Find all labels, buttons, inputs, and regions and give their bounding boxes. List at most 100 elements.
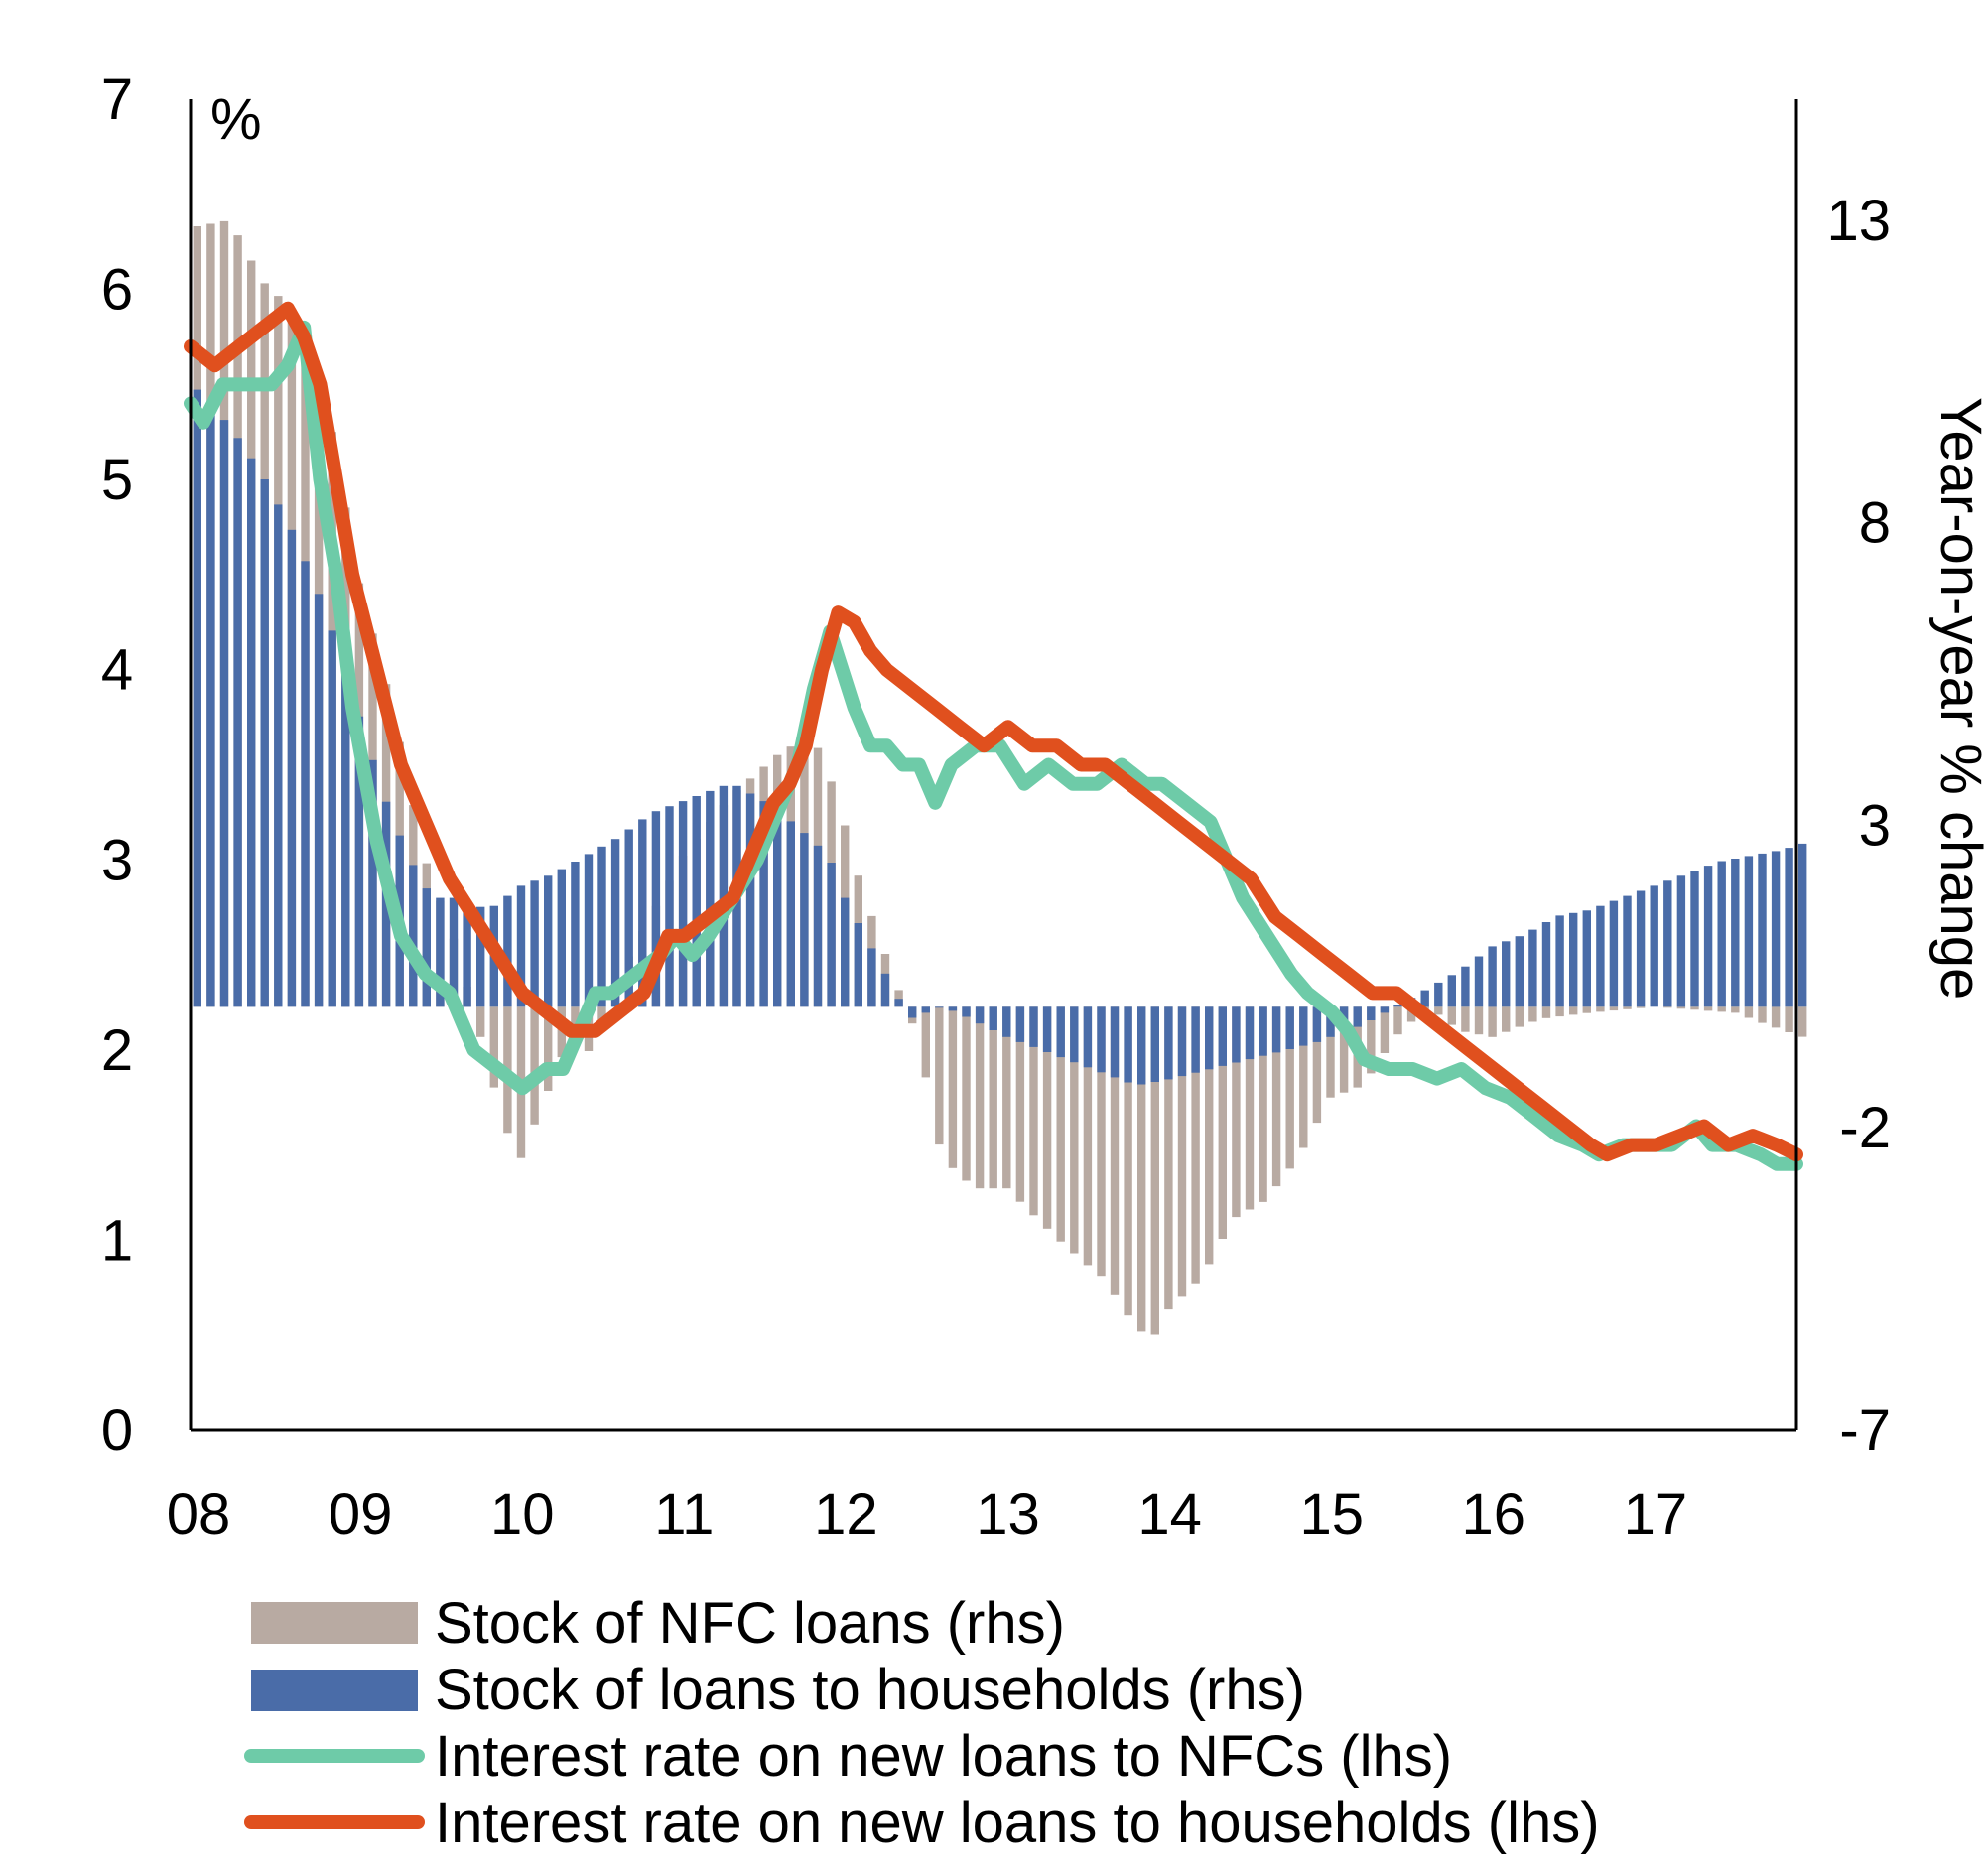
household-loans-bar	[1259, 1006, 1267, 1056]
household-loans-bar	[1271, 1006, 1281, 1053]
household-loans-bar	[1029, 1006, 1038, 1047]
nfc-loans-bar	[1312, 1006, 1322, 1124]
nfc-loans-bar	[1623, 1006, 1632, 1009]
nfc-loans-bar	[1070, 1006, 1079, 1254]
nfc-loans-bar	[1339, 1006, 1349, 1093]
household-loans-bar	[935, 1006, 944, 1008]
household-loans-bar	[1124, 1006, 1132, 1083]
nfc-loans-bar	[1703, 1006, 1713, 1011]
right-tick-label: 8	[1859, 491, 1891, 556]
left-tick-label: 4	[101, 638, 133, 703]
nfc-loans-bar	[1191, 1006, 1200, 1284]
x-tick-label: 08	[167, 1482, 231, 1546]
household-loans-bar	[584, 854, 594, 1007]
household-loans-bar	[314, 594, 324, 1007]
x-tick-label: 14	[1137, 1482, 1202, 1546]
household-loans-bar	[1367, 1006, 1376, 1020]
household-loans-bar	[1785, 848, 1793, 1007]
x-tick-label: 17	[1624, 1482, 1688, 1546]
household-loans-bar	[786, 821, 795, 1007]
nfc-loans-bar	[1083, 1006, 1093, 1266]
legend-swatch-nfc-loans	[251, 1602, 418, 1644]
household-loans-bar	[1137, 1006, 1146, 1085]
household-loans-bar	[1609, 900, 1619, 1007]
nfc-loans-bar	[1177, 1006, 1187, 1297]
household-loans-bar	[1717, 861, 1726, 1007]
right-axis-title: Year-on-year % change	[1928, 397, 1988, 1000]
x-tick-label: 15	[1299, 1482, 1364, 1546]
household-loans-bar	[975, 1006, 985, 1024]
nfc-loans-bar	[1245, 1006, 1255, 1210]
household-loans-bar	[1056, 1006, 1065, 1058]
household-loans-bar	[759, 801, 768, 1007]
nfc-loans-bar	[1029, 1006, 1038, 1216]
nfc-loans-bar	[1461, 1006, 1470, 1032]
nfc-loans-bar	[1771, 1006, 1781, 1028]
right-tick-label: 13	[1826, 189, 1891, 253]
household-loans-bar	[193, 389, 201, 1007]
household-loans-bar	[1245, 1006, 1255, 1060]
nfc-loans-bar	[1015, 1006, 1025, 1202]
left-tick-label: 2	[101, 1018, 133, 1083]
left-tick-label: 1	[101, 1208, 133, 1273]
nfc-loans-bar	[989, 1006, 997, 1189]
household-loans-bar	[301, 561, 310, 1007]
left-tick-label: 7	[101, 67, 133, 132]
household-loans-bar	[476, 906, 485, 1007]
household-loans-bar	[948, 1006, 958, 1011]
nfc-loans-bar	[1137, 1006, 1146, 1332]
nfc-loans-bar	[1002, 1006, 1011, 1189]
nfc-loans-bar	[1285, 1006, 1294, 1169]
household-loans-bar	[719, 785, 729, 1007]
household-loans-bar	[503, 895, 512, 1007]
household-loans-bar	[233, 438, 242, 1007]
nfc-loans-bar	[1690, 1006, 1699, 1010]
nfc-interest-rate-line	[184, 320, 1803, 1171]
nfc-loans-bar	[1299, 1006, 1308, 1148]
nfc-loans-bar	[1596, 1006, 1605, 1012]
household-loans-bar	[597, 846, 606, 1007]
interest-rate-lines	[184, 301, 1803, 1171]
household-loans-bar	[1110, 1006, 1120, 1078]
household-loans-bar	[1758, 853, 1767, 1007]
household-loans-bar	[1731, 859, 1740, 1007]
household-loans-bar	[841, 897, 850, 1007]
household-loans-bar	[247, 458, 256, 1007]
nfc-loans-bar	[1502, 1006, 1511, 1032]
household-loans-bar	[1097, 1006, 1106, 1073]
household-loans-bar	[1312, 1006, 1322, 1042]
left-tick-label: 0	[101, 1399, 133, 1463]
household-loans-bar	[638, 819, 647, 1007]
left-tick-label: 3	[101, 828, 133, 892]
household-loans-bar	[341, 673, 350, 1007]
nfc-loans-bars	[193, 220, 1807, 1335]
nfc-loans-bar	[1569, 1006, 1578, 1015]
household-loans-bar	[1623, 895, 1632, 1007]
nfc-loans-bar	[1447, 1006, 1456, 1025]
household-interest-rate-line	[184, 301, 1803, 1162]
nfc-loans-bar	[1515, 1006, 1524, 1027]
x-tick-label: 16	[1462, 1482, 1526, 1546]
household-loans-bar	[1042, 1006, 1052, 1052]
household-loans-bar	[436, 897, 445, 1007]
household-loans-bar	[1541, 922, 1551, 1007]
x-tick-label: 12	[814, 1482, 878, 1546]
household-loans-bar	[368, 759, 377, 1007]
nfc-loans-bar	[476, 1006, 485, 1037]
household-loans-bar	[1380, 1006, 1390, 1013]
household-loans-bar	[867, 948, 876, 1007]
household-loans-bar	[1474, 956, 1484, 1007]
household-loans-bar	[1164, 1006, 1173, 1080]
nfc-loans-bar	[1218, 1006, 1227, 1239]
nfc-loans-bar	[1758, 1006, 1767, 1023]
household-loans-bar	[800, 833, 809, 1007]
household-loans-bar	[651, 811, 661, 1007]
household-loans-bar	[665, 806, 674, 1007]
household-loans-bar	[1636, 890, 1646, 1007]
nfc-loans-bar	[1042, 1006, 1052, 1229]
household-loans-bar	[921, 1006, 930, 1013]
legend-label-nfc-rate: Interest rate on new loans to NFCs (lhs)	[435, 1724, 1452, 1789]
household-loans-bar	[1232, 1006, 1241, 1063]
household-loans-bar	[1447, 975, 1456, 1007]
